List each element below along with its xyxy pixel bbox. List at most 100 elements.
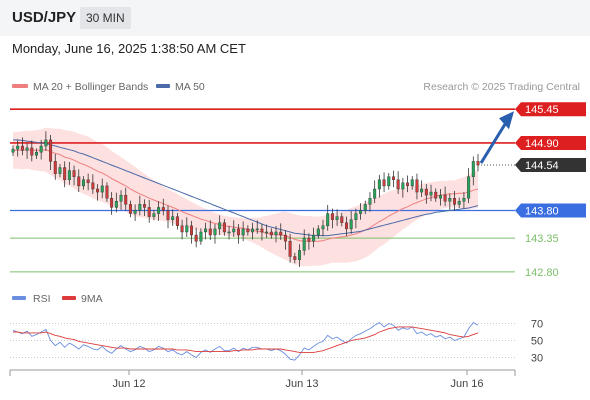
candle-body bbox=[133, 210, 137, 214]
candle-body bbox=[166, 210, 170, 220]
level-tag-142-80: 142.80 bbox=[525, 267, 559, 279]
candle bbox=[344, 216, 348, 237]
candle bbox=[222, 219, 226, 236]
candle bbox=[204, 222, 208, 240]
candle-body bbox=[269, 231, 273, 236]
candle bbox=[293, 252, 297, 264]
candle-body bbox=[185, 225, 189, 233]
candle bbox=[476, 154, 480, 172]
candle bbox=[128, 200, 132, 218]
rsi-legend-swatch bbox=[12, 296, 26, 300]
candle bbox=[77, 169, 81, 193]
candle bbox=[438, 189, 442, 206]
rsi-ma-legend-swatch bbox=[62, 296, 76, 300]
rsi-line bbox=[12, 322, 479, 361]
level-tag-bg bbox=[515, 102, 586, 117]
candle-body bbox=[462, 198, 466, 202]
copyright-label: Research © 2025 Trading Central bbox=[423, 81, 580, 93]
level-tag-label: 142.80 bbox=[525, 267, 559, 279]
candle-body bbox=[138, 204, 142, 211]
candle bbox=[429, 184, 433, 202]
forecast-arrow-head bbox=[499, 111, 514, 130]
candle bbox=[227, 225, 231, 240]
x-tick-label: Jun 12 bbox=[112, 378, 145, 390]
candle bbox=[363, 200, 367, 215]
candle-body bbox=[359, 210, 363, 214]
candle bbox=[265, 224, 269, 239]
x-tick-label: Jun 13 bbox=[285, 378, 318, 390]
candle bbox=[67, 161, 71, 185]
candle bbox=[391, 170, 395, 188]
candle-body bbox=[16, 145, 20, 150]
rsi-panel: 70 50 30 bbox=[10, 319, 543, 365]
candle-body bbox=[340, 216, 344, 223]
candle bbox=[349, 211, 353, 234]
candle bbox=[462, 192, 466, 209]
candle bbox=[34, 148, 38, 159]
candle-body bbox=[232, 228, 236, 233]
candle-body bbox=[457, 201, 461, 205]
candle bbox=[114, 192, 118, 213]
candle bbox=[312, 227, 316, 248]
forecast-arrow-shaft bbox=[479, 123, 507, 164]
candle-body bbox=[307, 237, 311, 242]
candle-body bbox=[453, 198, 457, 205]
candle-body bbox=[199, 231, 203, 242]
candle-body bbox=[312, 234, 316, 242]
candle-body bbox=[330, 213, 334, 220]
candle-body bbox=[53, 161, 57, 174]
candle-body bbox=[349, 219, 353, 230]
candle-body bbox=[467, 176, 471, 199]
symbol-label: USD/JPY bbox=[12, 9, 77, 26]
candle-body bbox=[124, 194, 128, 205]
candle bbox=[307, 233, 311, 250]
level-tags: 145.45 144.90 144.54 143.80 143.35 142.80 bbox=[515, 102, 586, 279]
candle-body bbox=[34, 151, 38, 156]
candle-body bbox=[279, 231, 283, 236]
candle-body bbox=[302, 237, 306, 251]
candle-body bbox=[415, 179, 419, 193]
candle bbox=[208, 220, 212, 240]
candle bbox=[255, 220, 259, 234]
candle bbox=[30, 140, 34, 162]
level-tag-bg bbox=[515, 158, 586, 173]
candle-body bbox=[377, 179, 381, 190]
candle bbox=[143, 199, 147, 217]
candle bbox=[236, 223, 240, 244]
rsi-ma-legend-label: 9MA bbox=[81, 293, 103, 305]
candle bbox=[232, 220, 236, 237]
candle-body bbox=[91, 182, 95, 190]
ma50-legend-swatch bbox=[156, 84, 170, 88]
candle bbox=[415, 173, 419, 200]
candle-body bbox=[96, 188, 100, 193]
candle-body bbox=[429, 191, 433, 196]
candle bbox=[453, 190, 457, 211]
candle-body bbox=[119, 194, 123, 202]
candle-body bbox=[157, 207, 161, 214]
timeframe-button[interactable]: 30 MIN bbox=[80, 7, 131, 29]
candle-body bbox=[251, 228, 255, 233]
candle bbox=[269, 228, 273, 239]
candle bbox=[288, 233, 292, 263]
candle bbox=[302, 229, 306, 256]
header-bar: USD/JPY 30 MIN bbox=[0, 0, 590, 36]
candle-body bbox=[161, 207, 165, 211]
candle-body bbox=[391, 176, 395, 180]
candle bbox=[96, 184, 100, 201]
candle bbox=[119, 190, 123, 210]
candle-body bbox=[406, 182, 410, 187]
candle-body bbox=[114, 201, 118, 208]
candle-body bbox=[448, 198, 452, 202]
candle bbox=[63, 161, 67, 188]
bollinger-band-area bbox=[13, 127, 478, 267]
candle-body bbox=[30, 147, 34, 156]
level-tag-label: 144.90 bbox=[525, 138, 559, 150]
candle-body bbox=[143, 204, 147, 208]
candle bbox=[138, 195, 142, 216]
candle bbox=[166, 205, 170, 229]
candle-body bbox=[438, 194, 442, 199]
rsi-tick-label: 50 bbox=[531, 336, 543, 348]
candle bbox=[434, 188, 438, 202]
moving-averages bbox=[13, 139, 479, 242]
candle bbox=[260, 223, 264, 241]
